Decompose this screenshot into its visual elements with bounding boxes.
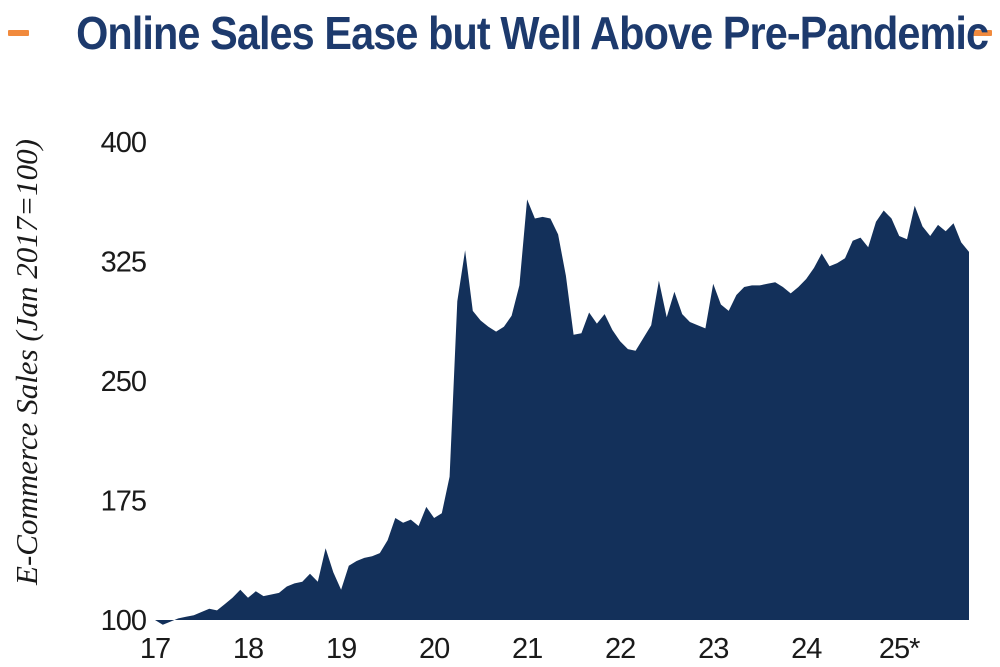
x-tick-label: 19 (326, 633, 356, 665)
y-tick-label: 100 (101, 605, 146, 637)
y-tick-label: 325 (101, 247, 146, 279)
title-accent-dash-left-icon (8, 30, 29, 36)
x-tick-label: 23 (698, 633, 728, 665)
title-accent-dash-right-icon (971, 30, 992, 36)
sales-area-shape (155, 199, 969, 625)
y-tick-label: 175 (101, 486, 146, 518)
y-tick-label: 250 (101, 366, 146, 398)
x-tick-label: 25* (879, 633, 920, 665)
x-tick-label: 20 (419, 633, 449, 665)
x-tick-label: 17 (140, 633, 170, 665)
page-title: Online Sales Ease but Well Above Pre-Pan… (76, 7, 989, 59)
x-tick-label: 24 (791, 633, 822, 665)
x-tick-label: 18 (233, 633, 263, 665)
x-tick-label: 22 (605, 633, 635, 665)
chart-header: Online Sales Ease but Well Above Pre-Pan… (0, 6, 1000, 60)
y-tick-label: 400 (101, 127, 146, 159)
x-tick-label: 21 (512, 633, 542, 665)
